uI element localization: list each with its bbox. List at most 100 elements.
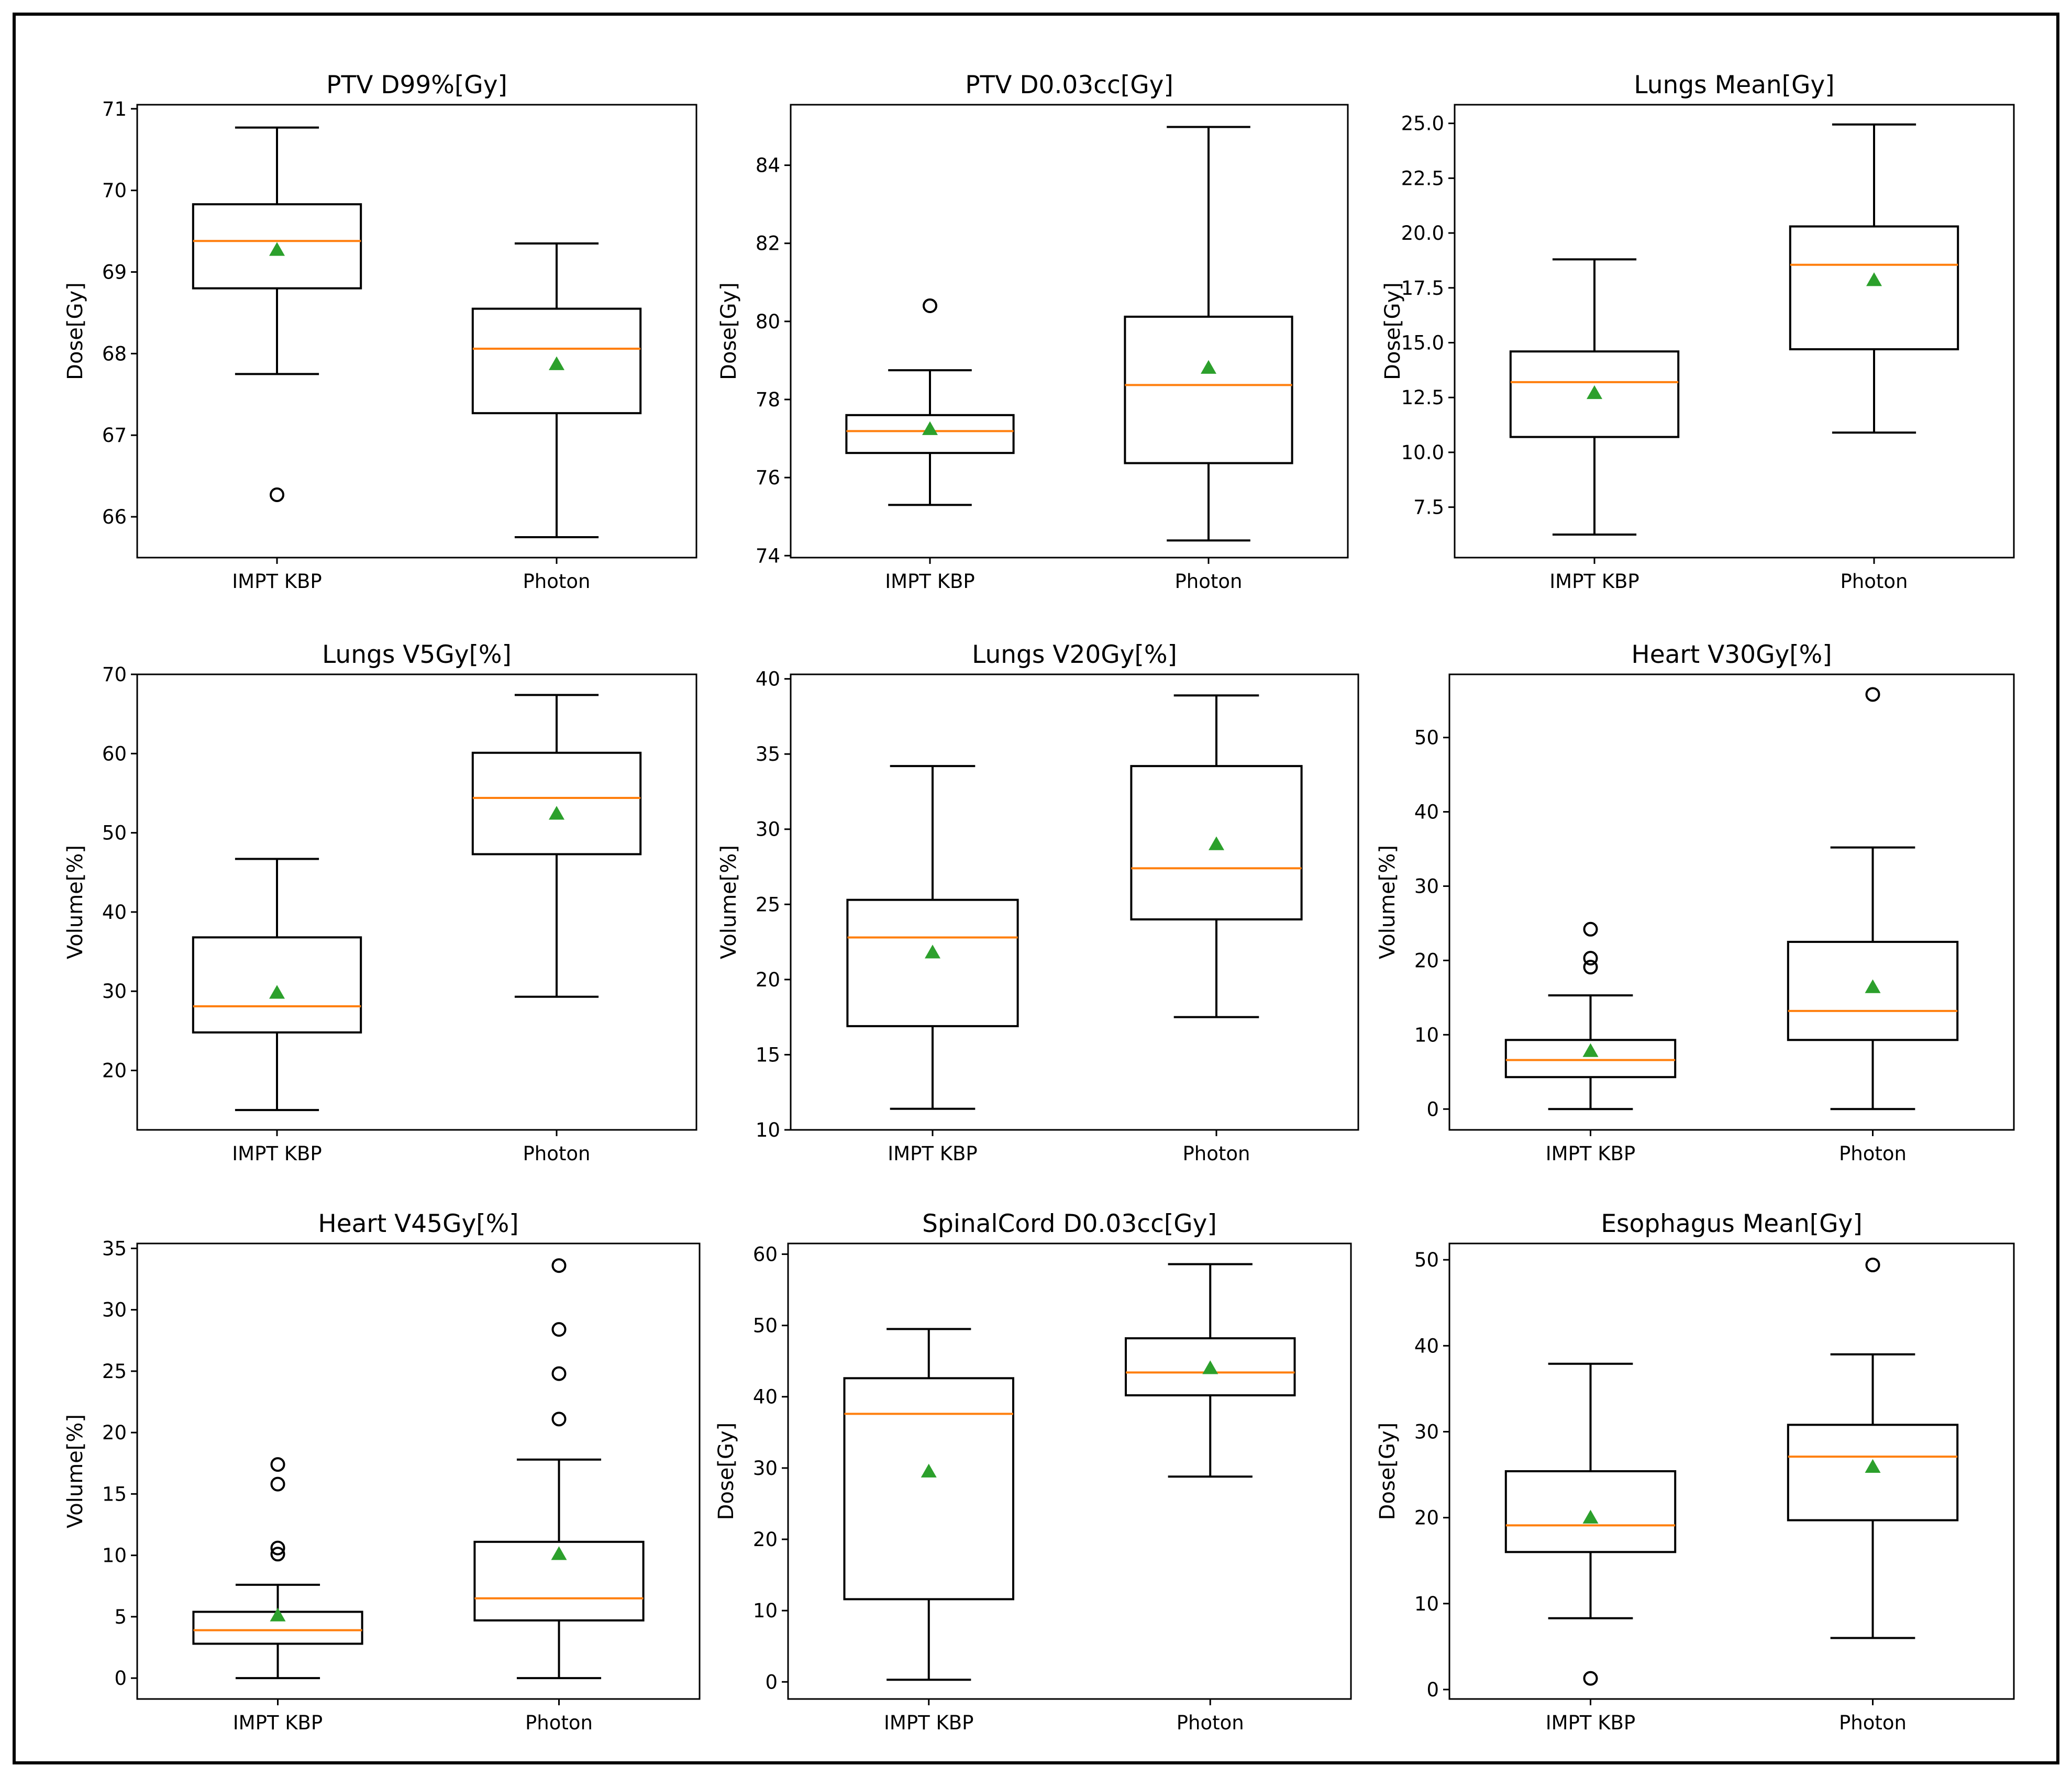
y-tick-label: 74 [756,545,780,567]
mean-marker [269,985,285,999]
mean-marker [549,356,564,370]
x-tick-label: IMPT KBP [1546,1712,1635,1734]
chart-title: PTV D0.03cc[Gy] [965,71,1173,99]
y-tick-label: 15 [102,1483,127,1505]
y-tick-label: 40 [756,668,780,691]
mean-marker [269,242,285,256]
axes-frame [1448,673,2015,1131]
iqr-box [846,898,1019,1027]
x-tick-label: IMPT KBP [232,570,322,593]
y-tick-label: 68 [102,342,127,365]
box-series [846,765,1019,1110]
y-tick-label: 15.0 [1401,331,1444,354]
chart-title: Esophagus Mean[Gy] [1601,1209,1862,1238]
chart-title: PTV D99%[Gy] [326,71,507,99]
y-tick-label: 40 [102,901,127,924]
chart-panel: PTV D99%[Gy] Dose[Gy] 66 67 68 69 70 71 IMPT KBP… [63,71,697,593]
y-tick-label: 0 [1426,1679,1439,1701]
mean-marker [1201,360,1216,374]
y-tick-label: 80 [756,310,780,333]
y-axis-label: Volume[%] [63,1414,87,1528]
y-tick-label: 10 [1414,1593,1439,1615]
mean-marker [921,1463,937,1478]
axes-frame [790,104,1349,559]
y-tick-label: 0 [765,1671,778,1693]
y-tick-label: 10 [753,1600,778,1622]
box-series [192,858,362,1112]
chart-title: SpinalCord D0.03cc[Gy] [922,1209,1217,1238]
chart-title: Lungs V20Gy[%] [972,640,1177,669]
outlier-point [1583,951,1598,966]
box-series [1787,687,1959,1110]
mean-marker [270,1607,286,1621]
x-tick-label: Photon [1839,1712,1907,1734]
outlier-point [270,1457,285,1472]
axes-frame [136,104,697,559]
iqr-box [1787,1424,1959,1521]
y-tick-label: 7.5 [1413,496,1444,519]
y-tick-label: 30 [1414,875,1439,897]
outlier-point [551,1412,567,1427]
figure-frame [13,13,2059,1764]
x-tick-label: IMPT KBP [233,1712,323,1734]
mean-marker [1582,1043,1599,1057]
y-tick-label: 76 [756,467,780,489]
chart-panel: Heart V45Gy[%] Volume[%] 0 5 10 15 20 25 30 35 IMP… [63,1209,701,1734]
y-axis-label: Dose[Gy] [63,282,87,380]
y-tick-label: 40 [1414,801,1439,824]
iqr-box [1787,940,1959,1041]
mean-marker [1202,1360,1218,1374]
outlier-point [270,487,284,502]
box-series [1787,1258,1959,1639]
box-series [471,242,642,539]
y-tick-label: 17.5 [1401,277,1444,299]
iqr-box [473,1540,645,1621]
y-tick-label: 20 [756,969,780,991]
outlier-point [270,1476,285,1492]
iqr-box [845,414,1015,454]
y-tick-label: 10 [1414,1024,1439,1046]
y-tick-label: 25.0 [1401,113,1444,135]
iqr-box [1504,1039,1677,1079]
y-tick-label: 5 [114,1606,127,1628]
y-tick-label: 50 [1414,1249,1439,1271]
x-tick-label: IMPT KBP [888,1142,977,1165]
chart-title: Heart V45Gy[%] [318,1209,518,1238]
y-tick-label: 25 [102,1360,127,1383]
mean-marker [1587,385,1602,399]
y-tick-label: 22.5 [1401,167,1444,190]
box-series [1130,694,1303,1018]
box-series [192,1457,363,1680]
x-tick-label: Photon [1841,570,1908,593]
x-tick-label: IMPT KBP [1549,570,1639,593]
axes-frame [1448,1242,2015,1700]
mean-marker [1865,1459,1881,1473]
chart-panel: Lungs V5Gy[%] Volume[%] 20 30 40 50 60 70 IMPT K… [63,640,697,1165]
y-tick-label: 30 [102,1299,127,1321]
iqr-box [192,936,362,1034]
mean-marker [925,945,940,959]
mean-marker [1865,979,1881,993]
box-series [473,1258,645,1680]
iqr-box [1130,765,1303,921]
x-tick-label: IMPT KBP [885,570,974,593]
x-tick-label: Photon [1175,570,1243,593]
y-tick-label: 30 [102,980,127,1003]
mean-marker [551,1546,567,1560]
y-tick-label: 40 [753,1386,778,1408]
outlier-point [1583,1671,1598,1686]
y-tick-label: 60 [102,742,127,765]
y-tick-label: 71 [102,98,127,120]
axes-frame [136,673,697,1131]
x-tick-label: IMPT KBP [232,1142,322,1165]
y-tick-label: 20 [1414,1507,1439,1529]
chart-panel: Esophagus Mean[Gy] Dose[Gy] 0 10 20 30 40 50 IMP… [1376,1209,2015,1734]
box-series [1125,1263,1296,1478]
iqr-box [1124,315,1293,464]
chart-title: Lungs V5Gy[%] [322,640,512,669]
mean-marker [1209,836,1224,850]
y-tick-label: 20 [1414,949,1439,972]
outlier-point [1583,921,1598,937]
iqr-box [1789,225,1959,351]
y-tick-label: 69 [102,261,127,284]
